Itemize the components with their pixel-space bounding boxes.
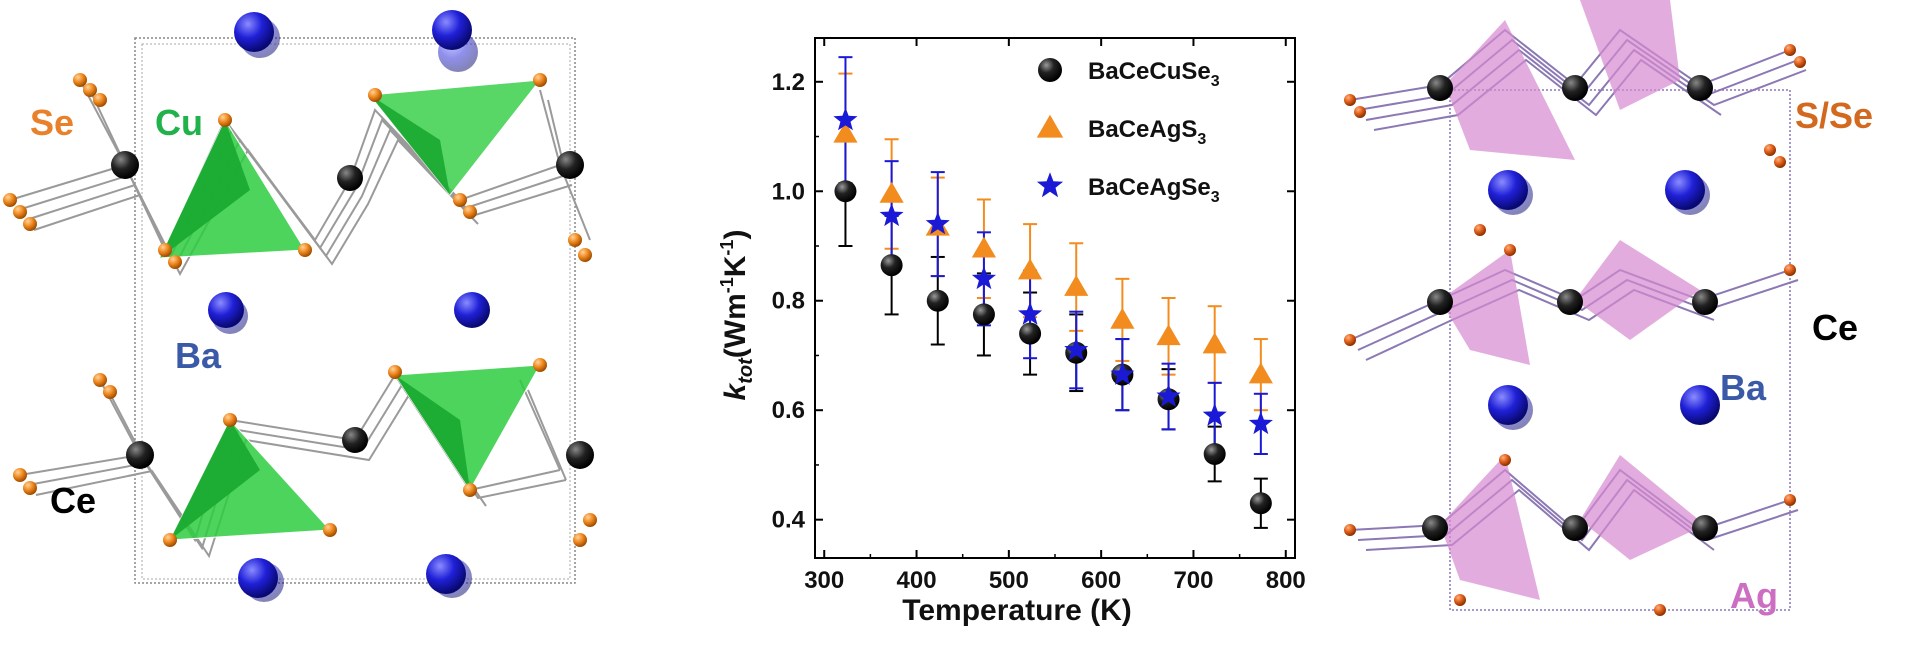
legend-marker-sphere	[1038, 58, 1062, 82]
legend-label: BaCeCuSe3	[1088, 58, 1220, 90]
y-label-exp1: -1	[717, 277, 737, 293]
data-point-star	[879, 203, 904, 227]
left-structure-panel: Se Cu Ba Ce	[0, 0, 600, 645]
data-point-star	[1248, 411, 1273, 435]
cu-tetrahedron-face	[160, 120, 250, 258]
se-atoms	[3, 73, 597, 547]
plot-frame	[814, 37, 1296, 559]
cu-tetrahedron-face	[170, 420, 260, 540]
y-tick-label: 1.2	[772, 69, 805, 96]
data-point-star	[1110, 362, 1135, 385]
y-axis-label: ktot(Wm-1K-1)	[717, 230, 757, 401]
y-tick-label: 1.0	[772, 178, 805, 205]
y-label-unit: (Wm	[719, 293, 752, 358]
y-tick-label: 0.6	[772, 397, 805, 424]
svg-text:ktot(Wm-1K-1): ktot(Wm-1K-1)	[717, 230, 757, 401]
legend-label: BaCeAgS3	[1088, 116, 1206, 148]
ag-tetrahedron	[1440, 455, 1540, 600]
thermal-conductivity-chart: 300 400 500 600 700 800 0.4 0.6 0.8 1.0 1.2 BaCeCuS…	[660, 0, 1320, 645]
right-structure-panel: S/Se Ce Ba Ag	[1330, 0, 1920, 645]
label-s-se: S/Se	[1795, 95, 1873, 136]
ag-tetrahedron	[1580, 0, 1680, 110]
ag-tetrahedron	[1575, 240, 1700, 340]
right-structure-illustration: S/Se Ce Ba Ag	[1344, 0, 1873, 616]
x-tick-label: 600	[1081, 567, 1121, 594]
cu-tetrahedron	[394, 364, 541, 491]
x-tick-label: 300	[804, 567, 844, 594]
data-point-star	[1064, 337, 1089, 361]
layer-bottom	[1344, 454, 1799, 616]
layer-middle	[1344, 224, 1799, 365]
data-point-sphere	[1019, 322, 1042, 345]
plot-area: 300 400 500 600 700 800 0.4 0.6 0.8 1.0 1.2 BaCeCuS…	[772, 37, 1306, 594]
cu-tetrahedron-face	[370, 95, 450, 195]
data-point-triangle	[971, 236, 997, 258]
label-cu: Cu	[155, 102, 203, 143]
label-ag: Ag	[1730, 575, 1778, 616]
layer-top	[1344, 0, 1807, 168]
ag-tetrahedron	[1580, 455, 1705, 560]
x-tick-label: 500	[989, 567, 1029, 594]
data-point-sphere	[972, 303, 995, 326]
ba-atoms	[208, 10, 490, 602]
legend-marker-triangle	[1036, 114, 1064, 138]
data-point-star	[925, 211, 950, 235]
ba-atoms-right	[1488, 170, 1720, 430]
y-label-close: )	[719, 230, 752, 240]
label-ce-right: Ce	[1812, 307, 1858, 348]
data-point-sphere	[1249, 492, 1272, 515]
ce-atoms	[111, 151, 594, 469]
unit-cell-outline	[134, 37, 576, 584]
unit-cell-outline-inner	[141, 43, 571, 580]
data-point-star	[833, 107, 858, 131]
data-point-triangle	[1202, 332, 1227, 354]
label-ce: Ce	[50, 480, 96, 521]
x-axis-label: Temperature (K)	[902, 594, 1131, 627]
label-se: Se	[30, 102, 74, 143]
data-point-triangle	[1017, 258, 1043, 280]
data-point-sphere	[834, 180, 857, 203]
data-point-star	[1018, 301, 1043, 325]
y-tick-label: 0.4	[772, 507, 806, 534]
cu-tetrahedron-face	[395, 375, 470, 490]
x-tick-label: 700	[1173, 567, 1213, 594]
data-point-triangle	[879, 181, 904, 203]
x-tick-label: 400	[897, 567, 937, 594]
legend-label: BaCeAgSe3	[1088, 174, 1220, 206]
y-label-symbol: k	[719, 382, 752, 400]
label-ba: Ba	[175, 335, 222, 376]
data-point-sphere	[1203, 443, 1226, 465]
data-point-triangle	[833, 121, 858, 143]
ag-tetrahedron	[1440, 250, 1530, 365]
chart-svg: 300 400 500 600 700 800 0.4 0.6 0.8 1.0 1.2 BaCeCuS…	[717, 37, 1306, 627]
data-point-star	[1202, 403, 1227, 426]
legend-marker-star	[1036, 172, 1064, 198]
data-point-star	[1156, 383, 1181, 407]
cu-tetrahedron	[369, 79, 542, 196]
data-point-sphere	[926, 289, 949, 312]
x-tick-label: 800	[1266, 567, 1306, 594]
data-point-triangle	[1110, 307, 1135, 329]
data-point-sphere	[880, 254, 903, 277]
data-point-triangle	[1064, 274, 1089, 296]
y-label-subscript: tot	[735, 357, 757, 384]
label-ba-right: Ba	[1720, 367, 1767, 408]
y-tick-label: 0.8	[772, 288, 805, 315]
ag-tetrahedron	[1445, 20, 1575, 160]
left-structure-illustration: Se Cu Ba Ce	[3, 10, 597, 602]
data-point-star	[971, 266, 996, 290]
data-point-triangle	[1248, 362, 1273, 384]
y-label-exp2: -1	[717, 240, 737, 256]
data-point-triangle	[1156, 324, 1181, 346]
y-label-unit-k: K	[719, 255, 752, 277]
cu-tetrahedron	[169, 419, 332, 541]
